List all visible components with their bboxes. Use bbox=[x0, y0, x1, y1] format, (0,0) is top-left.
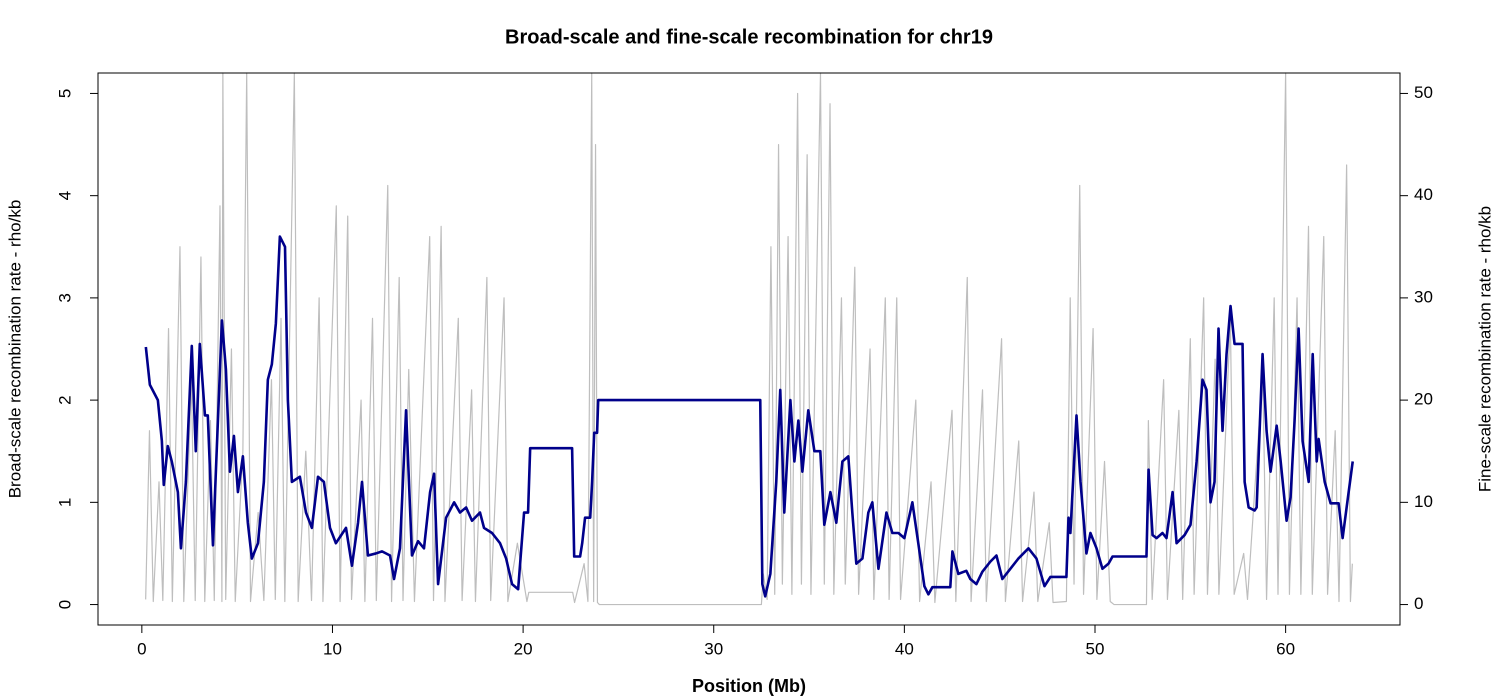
x-tick-label: 30 bbox=[704, 639, 723, 658]
x-tick-label: 20 bbox=[514, 639, 533, 658]
y2-tick-label: 30 bbox=[1414, 287, 1433, 306]
x-tick-label: 10 bbox=[323, 639, 342, 658]
x-tick-label: 40 bbox=[895, 639, 914, 658]
fine-scale-line bbox=[145, 72, 1353, 606]
y-tick-label: 5 bbox=[55, 89, 74, 98]
y2-axis-label: Fine-scale recombination rate - rho/kb bbox=[1475, 206, 1494, 492]
broad-scale-line bbox=[144, 235, 1355, 598]
y-tick-label: 0 bbox=[55, 600, 74, 609]
y2-tick-label: 0 bbox=[1414, 594, 1423, 613]
y2-tick-label: 10 bbox=[1414, 492, 1433, 511]
y2-tick-label: 20 bbox=[1414, 390, 1433, 409]
y2-tick-label: 50 bbox=[1414, 83, 1433, 102]
y-tick-label: 4 bbox=[55, 191, 74, 200]
y-axis-label: Broad-scale recombination rate - rho/kb bbox=[5, 200, 24, 499]
y2-tick-label: 40 bbox=[1414, 185, 1433, 204]
x-tick-label: 60 bbox=[1276, 639, 1295, 658]
x-tick-label: 0 bbox=[137, 639, 146, 658]
y-tick-label: 2 bbox=[55, 395, 74, 404]
x-tick-label: 50 bbox=[1086, 639, 1105, 658]
x-axis-label: Position (Mb) bbox=[692, 676, 806, 696]
y-tick-label: 1 bbox=[55, 498, 74, 507]
chart-title: Broad-scale and fine-scale recombination… bbox=[505, 26, 993, 48]
y-tick-label: 3 bbox=[55, 293, 74, 302]
